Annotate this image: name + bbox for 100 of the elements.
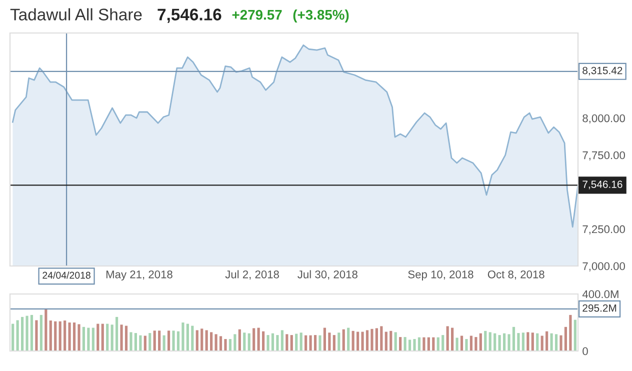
bar [196,330,198,351]
bar [82,326,86,351]
bar [78,324,80,351]
bar [375,328,378,351]
bar [44,308,48,351]
bar [394,332,397,351]
y-tick-label: 0 [582,347,588,356]
bar [512,326,516,351]
bar [427,337,430,351]
bar [332,335,336,351]
bar [271,333,274,351]
bar [342,329,345,351]
bar [176,331,180,351]
x-tick-label: Sep 10, 2018 [408,270,474,281]
bar [172,330,175,351]
bar [451,328,454,351]
bar [361,332,364,351]
ref-line-label: 8,315.42 [582,66,622,76]
x-tick-label: Oct 8, 2018 [488,270,544,280]
bar [465,339,468,351]
bar [540,336,544,351]
bar [488,332,492,351]
bar [58,321,62,351]
bar [309,335,312,351]
bar [96,324,100,351]
bar [498,335,501,351]
bar [68,322,71,351]
bar [12,324,14,351]
bar [158,330,161,351]
bar [550,333,553,351]
bar [418,337,421,351]
bar [531,332,534,351]
bar [124,326,128,351]
bar [280,330,284,351]
bar [370,328,374,351]
bar [574,320,576,351]
bar [243,332,246,351]
bar [408,340,412,351]
x-tick-label: May 21, 2018 [106,270,172,281]
bar [338,332,340,351]
bar [139,335,142,351]
bar [328,332,331,351]
bar [162,335,166,351]
bar [130,332,132,351]
bar [92,328,94,351]
bar [238,329,241,351]
bar [120,324,123,351]
bar [436,337,440,351]
x-tick-label: Jul 30, 2018 [298,270,358,280]
bar [456,338,458,351]
bar [200,328,204,351]
text: 7,546.16 [158,8,222,23]
bar [546,331,548,351]
bar [290,335,293,351]
bar [356,332,360,351]
bar [390,330,392,351]
bar [266,335,270,351]
bar [517,333,520,351]
bar [257,328,260,351]
text: (+3.85%) [293,10,349,22]
bar [484,330,487,351]
bar [314,335,317,351]
bar [40,314,42,351]
bar [219,336,222,351]
ref-line-label: 7,546.16 [582,180,622,190]
bar [536,333,539,351]
bar [323,328,326,351]
bar [276,335,279,351]
bar [110,324,114,351]
bar [54,321,57,351]
bar [30,314,34,351]
bar [446,326,449,351]
bar [494,333,496,351]
bar [35,320,38,351]
bar [182,322,184,351]
ref-line-label: 295.2M [582,304,616,312]
bar [224,339,227,351]
bar [404,337,406,351]
bar [413,339,416,351]
bar [144,336,146,351]
y-tick-label: 8,000.00 [582,114,625,124]
bar [347,328,350,351]
bar [522,332,524,351]
bar [432,337,435,351]
bar [380,326,383,351]
bar [352,330,354,351]
bar [399,337,402,351]
bar [64,320,66,351]
y-tick-label: 7,000.00 [582,262,625,272]
bar [16,320,19,351]
text: +279.57 [232,10,282,20]
bar [26,316,28,351]
chart-title: Tadawul All Share [10,8,142,20]
bar [228,339,232,351]
bar [564,326,568,351]
bar [262,331,265,351]
bar [248,333,250,351]
bar [460,336,464,351]
bar [210,332,213,351]
bar [470,336,473,351]
